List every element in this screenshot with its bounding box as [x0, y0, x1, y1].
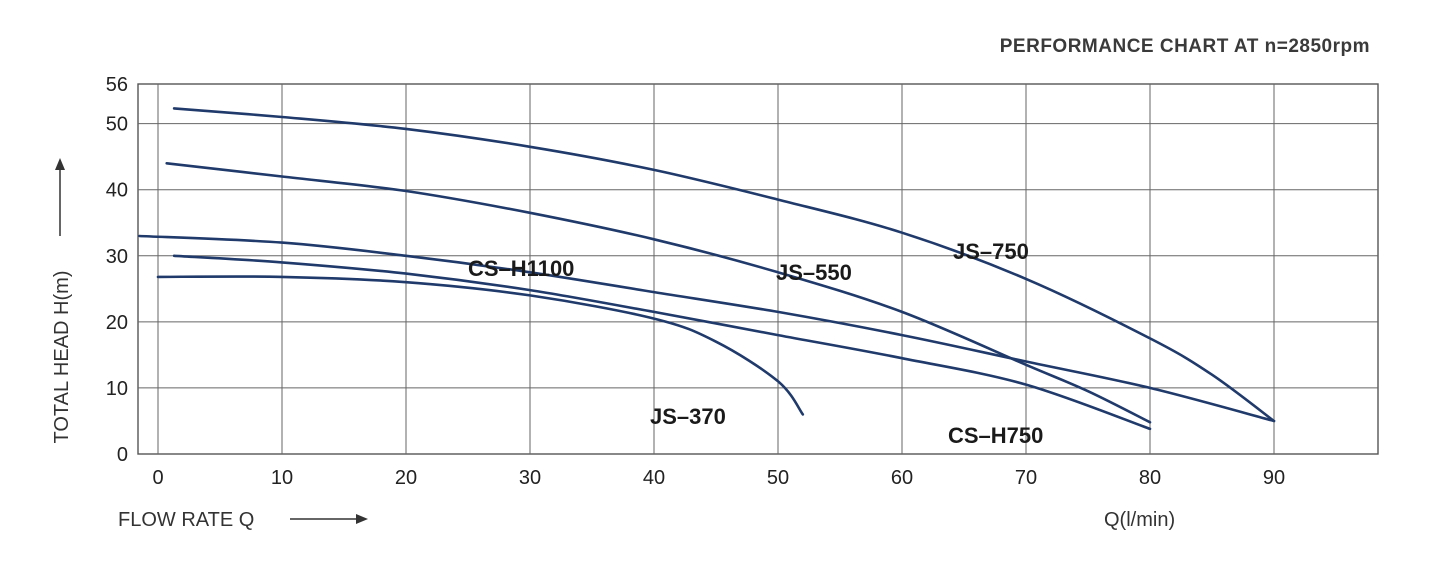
label-cs-h1100: CS–H1100 [468, 256, 574, 281]
x-tick-label: 20 [395, 467, 417, 489]
curve-js-750 [172, 107, 1276, 423]
x-axis-unit: Q(l/min) [1104, 509, 1175, 531]
y-tick-label: 50 [106, 114, 128, 136]
y-axis-label: TOTAL HEAD H(m) [51, 271, 73, 444]
x-axis-label: FLOW RATE Q [118, 509, 254, 531]
label-cs-h750: CS–H750 [948, 423, 1043, 448]
curve-js-550 [165, 162, 1152, 424]
x-tick-label: 30 [519, 467, 541, 489]
ticks-layer: 0 10 20 30 40 50 60 70 80 90 0 10 20 30 40 50 56 [106, 74, 1285, 489]
curve-cs-h750 [172, 254, 1152, 431]
curve-js-370 [156, 275, 805, 416]
y-axis-arrow-head [55, 158, 65, 170]
y-tick-label: 56 [106, 74, 128, 96]
label-js-370: JS–370 [650, 404, 726, 429]
label-js-750: JS–750 [953, 239, 1029, 264]
x-axis-arrow-head [356, 514, 368, 524]
plot-frame [137, 83, 1379, 455]
x-tick-label: 0 [152, 467, 163, 489]
x-tick-label: 80 [1139, 467, 1161, 489]
x-tick-label: 70 [1015, 467, 1037, 489]
curve-cs-h1100 [138, 234, 1276, 423]
x-tick-label: 10 [271, 467, 293, 489]
x-tick-label: 50 [767, 467, 789, 489]
y-tick-label: 0 [117, 444, 128, 466]
y-tick-label: 20 [106, 312, 128, 334]
label-js-550: JS–550 [776, 260, 852, 285]
x-tick-label: 90 [1263, 467, 1285, 489]
x-tick-label: 60 [891, 467, 913, 489]
series-layer [138, 107, 1276, 431]
x-tick-label: 40 [643, 467, 665, 489]
chart-title: PERFORMANCE CHART AT n=2850rpm [1000, 36, 1370, 57]
y-tick-label: 10 [106, 378, 128, 400]
grid [137, 83, 1379, 455]
y-tick-label: 40 [106, 180, 128, 202]
y-tick-label: 30 [106, 246, 128, 268]
